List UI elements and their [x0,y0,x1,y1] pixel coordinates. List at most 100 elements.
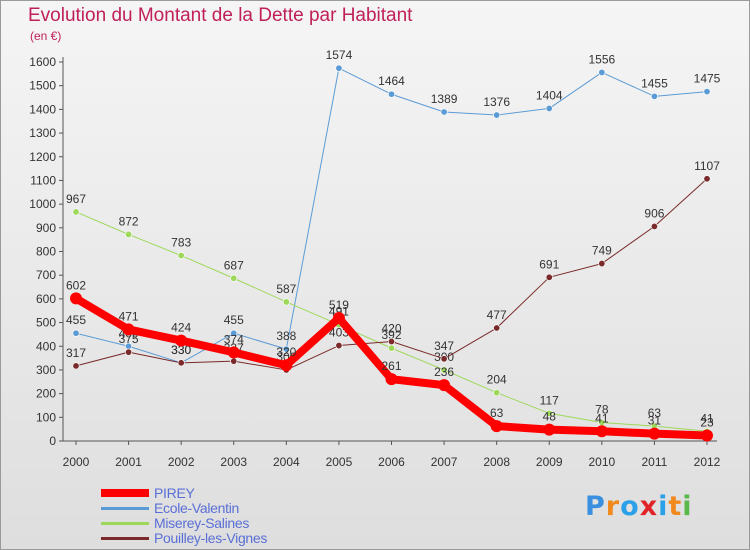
x-tick-label: 2011 [642,455,668,469]
data-point-pirey [280,359,293,372]
x-tick-label: 2009 [536,455,563,469]
data-label-miserey-salines: 967 [66,192,86,206]
data-point-pouilley-les-vignes [493,324,501,332]
legend-label-ecole-valentin: Ecole-Valentin [154,500,240,516]
y-tick-label: 0 [49,434,56,448]
chart-title: Evolution du Montant de la Dette par Hab… [28,5,413,26]
data-point-pirey [438,379,451,392]
data-point-miserey-salines [282,298,290,306]
x-tick-label: 2002 [168,455,195,469]
data-point-pouilley-les-vignes [440,355,448,363]
logo-letter: x [639,491,659,522]
y-tick-label: 200 [36,387,56,401]
data-label-miserey-salines: 587 [276,282,296,296]
x-tick-label: 2007 [431,455,458,469]
data-point-miserey-salines [440,366,448,374]
data-label-ecole-valentin: 1475 [694,72,721,86]
data-point-pouilley-les-vignes [72,362,80,370]
data-label-miserey-salines: 63 [648,406,662,420]
data-point-ecole-valentin [440,108,448,116]
data-point-ecole-valentin [387,90,395,98]
data-label-pouilley-les-vignes: 477 [487,308,507,322]
legend-label-miserey-salines: Miserey-Salines [154,515,250,531]
legend-label-pouilley-les-vignes: Pouilley-les-Vignes [154,530,268,546]
data-point-pirey [70,292,82,305]
y-tick-label: 1600 [29,55,56,69]
data-point-miserey-salines [125,230,133,238]
data-point-ecole-valentin [650,92,658,100]
data-label-miserey-salines: 41 [700,411,714,425]
data-point-ecole-valentin [282,345,290,353]
y-tick-label: 800 [36,245,56,259]
data-point-ecole-valentin [598,68,606,76]
x-tick-label: 2008 [483,455,510,469]
y-tick-label: 1400 [29,102,56,116]
series-line-ecole-valentin [75,67,708,364]
data-label-pirey: 261 [381,359,401,373]
data-point-miserey-salines [177,252,185,260]
data-point-pirey [175,334,188,347]
y-tick-label: 100 [36,410,56,424]
logo-letter: o [620,491,640,522]
data-label-pirey: 320 [276,345,296,359]
y-tick-label: 1100 [30,173,56,187]
data-label-pouilley-les-vignes: 906 [644,206,664,220]
data-point-pirey [332,312,345,325]
data-label-pirey: 602 [66,278,86,292]
data-label-ecole-valentin: 455 [66,313,86,327]
data-label-pouilley-les-vignes: 347 [434,339,454,353]
data-label-ecole-valentin: 1376 [483,95,510,109]
data-label-pouilley-les-vignes: 1107 [694,159,720,173]
data-label-miserey-salines: 872 [119,214,139,228]
data-label-miserey-salines: 117 [540,393,559,407]
data-point-pirey [490,420,503,433]
data-label-pouilley-les-vignes: 330 [171,343,191,357]
data-label-pirey: 424 [171,321,191,335]
data-point-pouilley-les-vignes [387,338,395,346]
logo-letter: r [605,491,621,522]
data-point-ecole-valentin [545,104,553,112]
x-tick-label: 2006 [378,455,405,469]
x-tick-label: 2000 [63,455,90,469]
data-label-ecole-valentin: 1389 [431,92,458,106]
y-tick-label: 1200 [29,150,56,164]
data-label-ecole-valentin: 1464 [378,74,405,88]
data-point-miserey-salines [493,389,501,397]
logo-letter: t [668,491,683,522]
data-point-pirey [385,373,398,386]
data-point-pouilley-les-vignes [703,175,711,183]
y-tick-label: 400 [36,339,56,353]
data-label-miserey-salines: 204 [487,373,507,387]
data-label-pirey: 471 [119,309,139,323]
x-tick-label: 2003 [220,455,247,469]
data-label-pouilley-les-vignes: 317 [66,346,86,360]
proxiti-logo: Proxiti [585,491,693,522]
logo-letter: i [682,491,693,522]
data-point-miserey-salines [545,409,553,417]
data-label-ecole-valentin: 1574 [326,48,353,62]
data-point-pouilley-les-vignes [125,348,133,356]
data-label-pouilley-les-vignes: 375 [119,332,139,346]
data-label-ecole-valentin: 455 [224,313,244,327]
data-point-miserey-salines [230,274,238,282]
legend-swatch-pirey [101,489,149,497]
y-tick-label: 600 [36,292,56,306]
data-label-ecole-valentin: 330 [171,343,191,357]
legend-swatch-miserey-salines [101,522,149,525]
data-label-pirey: 23 [700,416,714,430]
x-tick-label: 2010 [588,455,615,469]
data-label-pirey: 41 [595,411,609,425]
y-axis-unit: (en €) [30,29,62,43]
data-label-ecole-valentin: 388 [276,329,296,343]
y-tick-label: 1300 [29,126,56,140]
x-tick-label: 2001 [115,455,142,469]
data-label-ecole-valentin: 1556 [588,52,615,66]
data-label-miserey-salines: 783 [171,236,191,250]
data-point-miserey-salines [72,208,80,216]
data-point-pouilley-les-vignes [230,357,238,365]
data-label-pouilley-les-vignes: 749 [592,244,612,258]
data-label-miserey-salines: 687 [224,258,244,272]
data-point-ecole-valentin [230,329,238,337]
